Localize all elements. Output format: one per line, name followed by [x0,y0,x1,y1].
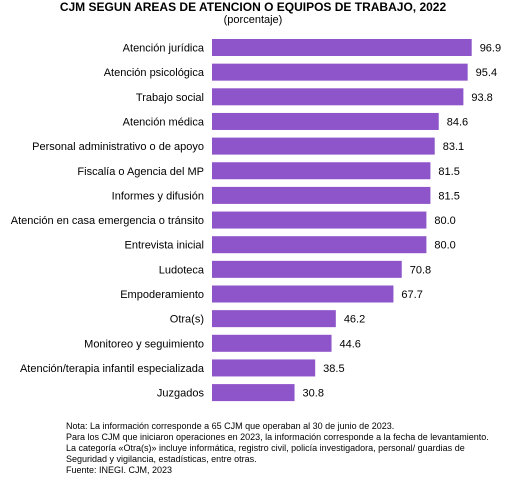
value-label: 80.0 [434,240,455,252]
category-label: Atención psicológica [104,67,205,79]
bar [212,384,295,402]
bar [212,236,427,254]
bar [212,63,468,81]
value-label: 81.5 [438,166,459,178]
note-line: Seguridad y vigilancia, estadísticas, en… [66,454,257,464]
category-label: Empoderamiento [120,289,204,301]
note-line: Fuente: INEGI. CJM, 2023 [66,465,173,475]
value-label: 95.4 [476,67,497,79]
bar [212,186,431,204]
category-label: Fiscalía o Agencia del MP [77,166,204,178]
category-label: Atención jurídica [123,43,205,55]
category-label: Juzgados [157,388,205,400]
note-line: La categoría «Otra(s)» incluye informáti… [66,443,465,453]
bar [212,260,402,278]
bar [212,112,439,130]
bar [212,359,316,377]
category-label: Monitoreo y seguimiento [84,338,204,350]
bar [212,334,332,352]
value-label: 83.1 [443,141,464,153]
note-line: Para los CJM que iniciaron operaciones e… [66,432,489,442]
value-label: 96.9 [480,43,501,55]
category-label: Entrevista inicial [125,240,204,252]
bar-chart: Atención jurídica 96.9 Atención psicológic… [11,39,501,402]
chart-subtitle: (porcentaje) [223,14,283,26]
value-label: 93.8 [471,92,492,104]
value-label: 30.8 [303,388,324,400]
value-label: 67.7 [401,289,422,301]
value-label: 44.6 [340,338,361,350]
bar [212,211,427,229]
category-label: Informes y difusión [112,190,204,202]
bar [212,88,464,106]
category-label: Atención/terapia infantil especializada [20,363,205,375]
value-label: 38.5 [323,363,344,375]
category-label: Atención médica [123,116,205,128]
bar [212,285,394,303]
bar [212,39,472,56]
chart-title: CJM SEGUN AREAS DE ATENCION O EQUIPOS DE… [59,0,447,14]
category-label: Ludoteca [159,264,205,276]
note-line: Nota: La información corresponde a 65 CJ… [66,421,395,431]
category-label: Otra(s) [170,314,204,326]
value-label: 80.0 [434,215,455,227]
category-label: Atención en casa emergencia o tránsito [11,215,204,227]
bar [212,310,336,328]
category-label: Personal administrativo o de apoyo [32,141,204,153]
footnotes: Nota: La información corresponde a 65 CJ… [66,421,504,476]
bar [212,137,435,155]
value-label: 81.5 [438,190,459,202]
value-label: 70.8 [410,264,431,276]
value-label: 46.2 [344,314,365,326]
category-label: Trabajo social [136,92,204,104]
bar [212,162,431,180]
value-label: 84.6 [447,116,468,128]
